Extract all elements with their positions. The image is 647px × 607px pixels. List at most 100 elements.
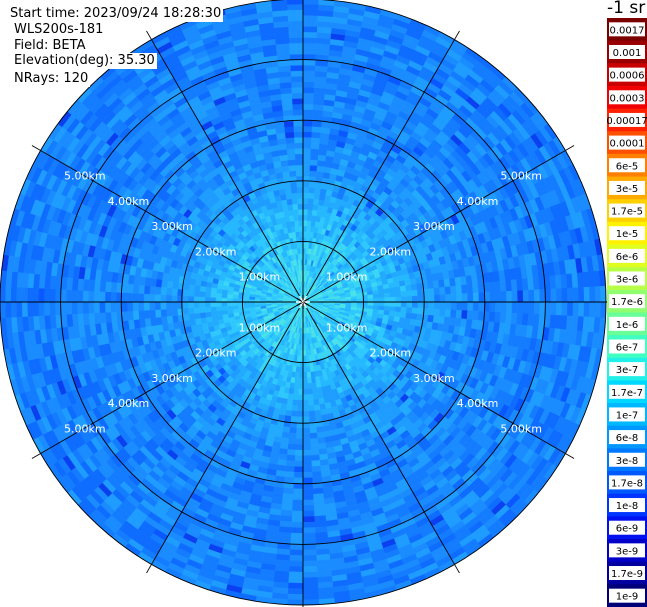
field-cell	[149, 301, 156, 311]
field-cell	[121, 292, 128, 303]
field-cell	[539, 289, 546, 303]
field-cell	[494, 311, 502, 323]
field-cell	[293, 388, 299, 395]
field-cell	[288, 571, 304, 578]
field-cell	[149, 293, 156, 303]
field-cell	[302, 444, 311, 451]
field-cell	[149, 309, 156, 319]
field-cell	[310, 443, 319, 451]
field-cell	[302, 59, 316, 66]
field-cell	[314, 409, 322, 417]
field-cell	[309, 159, 319, 166]
field-cell	[88, 312, 96, 325]
field-cell	[182, 295, 189, 303]
field-cell	[311, 120, 323, 128]
field-cell	[290, 538, 304, 545]
field-cell	[522, 289, 530, 303]
field-cell	[290, 532, 304, 540]
field-cell	[445, 294, 452, 303]
field-cell	[399, 285, 407, 292]
field-cell	[143, 301, 150, 311]
field-cell	[88, 301, 95, 314]
field-cell	[232, 305, 239, 310]
field-cell	[232, 301, 239, 306]
field-cell	[500, 291, 507, 303]
field-cell	[293, 471, 304, 479]
field-cell	[297, 399, 304, 407]
field-cell	[378, 293, 385, 299]
field-cell	[367, 294, 374, 299]
field-cell	[99, 312, 107, 324]
field-cell	[517, 301, 524, 314]
field-cell	[311, 476, 323, 484]
field-cell	[500, 301, 507, 313]
field-cell	[302, 26, 318, 33]
field-cell	[286, 449, 296, 456]
field-cell	[302, 20, 318, 27]
field-cell	[302, 388, 309, 395]
field-cell	[428, 308, 435, 316]
field-cell	[193, 307, 200, 314]
field-cell	[302, 164, 311, 171]
field-cell	[290, 416, 298, 423]
field-cell	[456, 301, 463, 311]
field-cell	[99, 301, 106, 313]
field-cell	[302, 466, 313, 473]
field-cell	[289, 427, 297, 434]
field-cell	[505, 279, 513, 292]
field-cell	[411, 289, 418, 297]
field-cell	[411, 307, 418, 315]
field-cell	[285, 460, 295, 467]
field-cell	[193, 296, 200, 303]
field-cell	[188, 307, 195, 315]
field-cell	[311, 460, 321, 467]
field-cell	[302, 494, 314, 501]
field-cell	[290, 410, 298, 417]
field-cell	[309, 427, 317, 434]
field-cell	[93, 290, 100, 303]
field-cell	[302, 225, 308, 232]
field-cell	[302, 120, 313, 127]
field-cell	[293, 466, 304, 473]
field-cell	[550, 301, 557, 316]
field-cell	[307, 209, 313, 216]
field-cell	[294, 449, 304, 456]
field-cell	[110, 311, 118, 323]
field-cell	[295, 438, 304, 445]
field-cell	[578, 287, 585, 303]
field-cell	[489, 301, 496, 313]
field-cell	[76, 301, 84, 315]
field-cell	[243, 298, 250, 303]
field-cell	[522, 301, 530, 315]
field-cell	[417, 307, 424, 315]
field-cell	[511, 301, 518, 314]
field-cell	[302, 87, 315, 94]
field-cell	[291, 510, 304, 517]
field-cell	[506, 290, 513, 303]
field-cell	[198, 296, 206, 303]
field-cell	[400, 306, 407, 314]
field-cell	[544, 288, 552, 303]
field-cell	[204, 301, 211, 308]
field-cell	[38, 301, 45, 317]
field-cell	[467, 301, 474, 312]
field-cell	[82, 290, 89, 303]
field-cell	[302, 9, 319, 16]
field-cell	[310, 454, 320, 462]
field-cell	[283, 476, 295, 484]
field-cell	[137, 293, 145, 303]
field-cell	[126, 292, 134, 303]
field-cell	[302, 98, 314, 105]
field-cell	[495, 301, 502, 313]
field-cell	[302, 109, 314, 116]
field-cell	[302, 148, 312, 155]
field-cell	[221, 301, 228, 307]
field-cell	[594, 301, 602, 318]
field-cell	[311, 382, 317, 389]
beta-field-cells	[0, 0, 606, 605]
field-cell	[400, 301, 408, 308]
field-cell	[137, 301, 145, 311]
field-cell	[461, 293, 469, 303]
field-cell	[187, 301, 194, 309]
field-cell	[302, 549, 317, 556]
